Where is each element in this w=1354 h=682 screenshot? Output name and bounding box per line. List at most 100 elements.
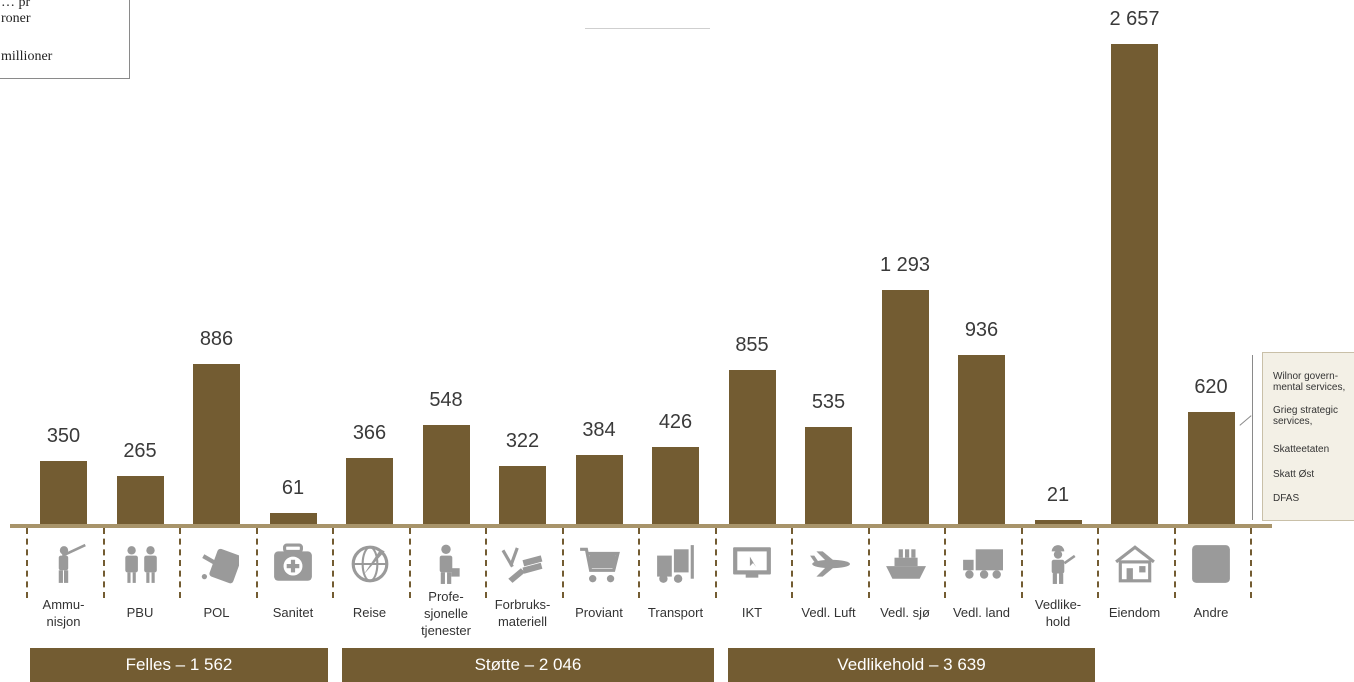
- bar-value-label: 322: [505, 429, 540, 452]
- house-icon: [1113, 543, 1157, 590]
- category-separator: [1250, 528, 1252, 598]
- bar-reise: [346, 457, 393, 524]
- category-label: Sanitet: [272, 605, 314, 620]
- bar-vedl-sjø: [881, 290, 929, 524]
- bar-value-label: 265: [123, 440, 157, 463]
- bar-value-label: 350: [46, 424, 81, 447]
- bar-value-label: 886: [199, 327, 234, 350]
- annotation-line: mental services,: [1273, 382, 1346, 393]
- bar-eiendom: [1111, 44, 1158, 524]
- bar-ikt: [728, 369, 776, 524]
- category-separator: [791, 528, 793, 598]
- category-label: Vedlike-hold: [1034, 597, 1082, 629]
- legend-line: millioner: [1, 49, 53, 64]
- annotation-line: Grieg strategic: [1273, 405, 1339, 416]
- legend-line: roner: [1, 11, 31, 26]
- bar-value-label: 620: [1194, 375, 1228, 398]
- category-separator: [1097, 528, 1099, 598]
- bar-andre: [1187, 411, 1235, 524]
- bar-value-label: 384: [582, 418, 616, 441]
- uniform-icon: [118, 543, 162, 590]
- category-label: Transport: [647, 605, 704, 620]
- group-stotte: Støtte – 2 046: [342, 648, 714, 682]
- group-vedlikehold: Vedlikehold – 3 639: [728, 648, 1095, 682]
- ship-icon: [883, 543, 927, 590]
- category-separator: [638, 528, 640, 598]
- category-label: Vedl. land: [952, 605, 1011, 620]
- category-label: Ammu-nisjon: [42, 597, 85, 629]
- bar-value-label: 535: [811, 391, 846, 414]
- category-separator: [179, 528, 181, 598]
- x-axis-baseline: [10, 524, 1272, 528]
- bar-ammunisjon: [40, 460, 87, 524]
- businessman-icon: [424, 543, 468, 590]
- bar-value-label: 548: [429, 389, 463, 411]
- category-label: Vedl. Luft: [801, 605, 856, 620]
- mechanic-icon: [1036, 543, 1080, 590]
- category-label: Andre: [1193, 605, 1229, 620]
- bar-value-label: 855: [735, 333, 769, 356]
- bar-value-label: 1 293: [879, 254, 931, 277]
- title-underline: [585, 28, 710, 29]
- annotation-line: DFAS: [1273, 493, 1300, 504]
- annotation-line: Wilnor govern-: [1273, 371, 1339, 382]
- legend-box: … pr roner millioner: [0, 0, 130, 79]
- computer-monitor-icon: [730, 543, 774, 590]
- category-label: IKT: [741, 605, 763, 620]
- bar-vedlikehold: [1034, 520, 1082, 524]
- bar-sanitet: [269, 512, 317, 524]
- globe-plane-icon: [348, 543, 392, 590]
- category-separator: [944, 528, 946, 598]
- fuel-can-icon: [195, 543, 241, 590]
- bar-pol: [193, 363, 240, 524]
- category-separator: [1020, 528, 1023, 598]
- aircraft-icon: [807, 543, 851, 590]
- annotation-line: Skatteetaten: [1273, 444, 1330, 455]
- category-label: Profe-sjonelle tjenester: [421, 589, 471, 638]
- bar-transport: [652, 447, 699, 524]
- bar-vedl-luft: [805, 427, 852, 524]
- bar-value-label: 61: [281, 476, 305, 499]
- category-separator: [485, 528, 487, 598]
- bar-pbu: [116, 476, 164, 524]
- bar-value-label: 936: [964, 318, 999, 341]
- category-separator: [102, 528, 105, 598]
- shopping-cart-icon: [577, 543, 621, 590]
- bar-value-label: 21: [1046, 484, 1070, 506]
- category-separator: [561, 528, 564, 598]
- category-label: PBU: [126, 605, 154, 620]
- bar-forbruksmateriell: [499, 465, 546, 524]
- category-label: Vedl. sjø: [880, 605, 930, 620]
- bar-proviant: [575, 454, 623, 524]
- category-separator: [714, 528, 717, 598]
- bar-value-label: 2 657: [1109, 8, 1160, 30]
- annotation-line: services,: [1273, 416, 1313, 427]
- bar-value-label: 366: [352, 421, 387, 444]
- group-felles: Felles – 1 562: [30, 648, 328, 682]
- category-separator: [867, 528, 870, 598]
- category-separator: [1173, 528, 1176, 598]
- category-label: Eiendom: [1108, 605, 1161, 620]
- annotation-box: Wilnor govern- mental services, Grieg st…: [1262, 352, 1354, 521]
- forklift-icon: [654, 543, 698, 590]
- truck-icon: [960, 543, 1004, 590]
- category-separator: [332, 528, 334, 598]
- category-separator: [255, 528, 258, 598]
- gray-square-icon: [1189, 543, 1233, 590]
- category-separator: [26, 528, 28, 598]
- category-label: Proviant: [575, 605, 623, 620]
- annotation-pointer: [1239, 415, 1252, 426]
- category-label: POL: [203, 605, 230, 620]
- bar-value-label: 426: [658, 411, 693, 434]
- first-aid-kit-icon: [271, 543, 315, 590]
- category-separator: [408, 528, 411, 598]
- legend-line: … pr: [1, 0, 31, 10]
- annotation-line: Skatt Øst: [1273, 469, 1315, 480]
- bar-profesjonelle-tjenester: [422, 425, 470, 524]
- tools-books-icon: [501, 543, 545, 590]
- annotation-bracket: [1252, 355, 1259, 520]
- category-label: Forbruks-materiell: [494, 597, 551, 629]
- category-label: Reise: [352, 605, 387, 620]
- soldier-rifle-icon: [42, 543, 86, 590]
- bar-vedl-land: [958, 354, 1005, 524]
